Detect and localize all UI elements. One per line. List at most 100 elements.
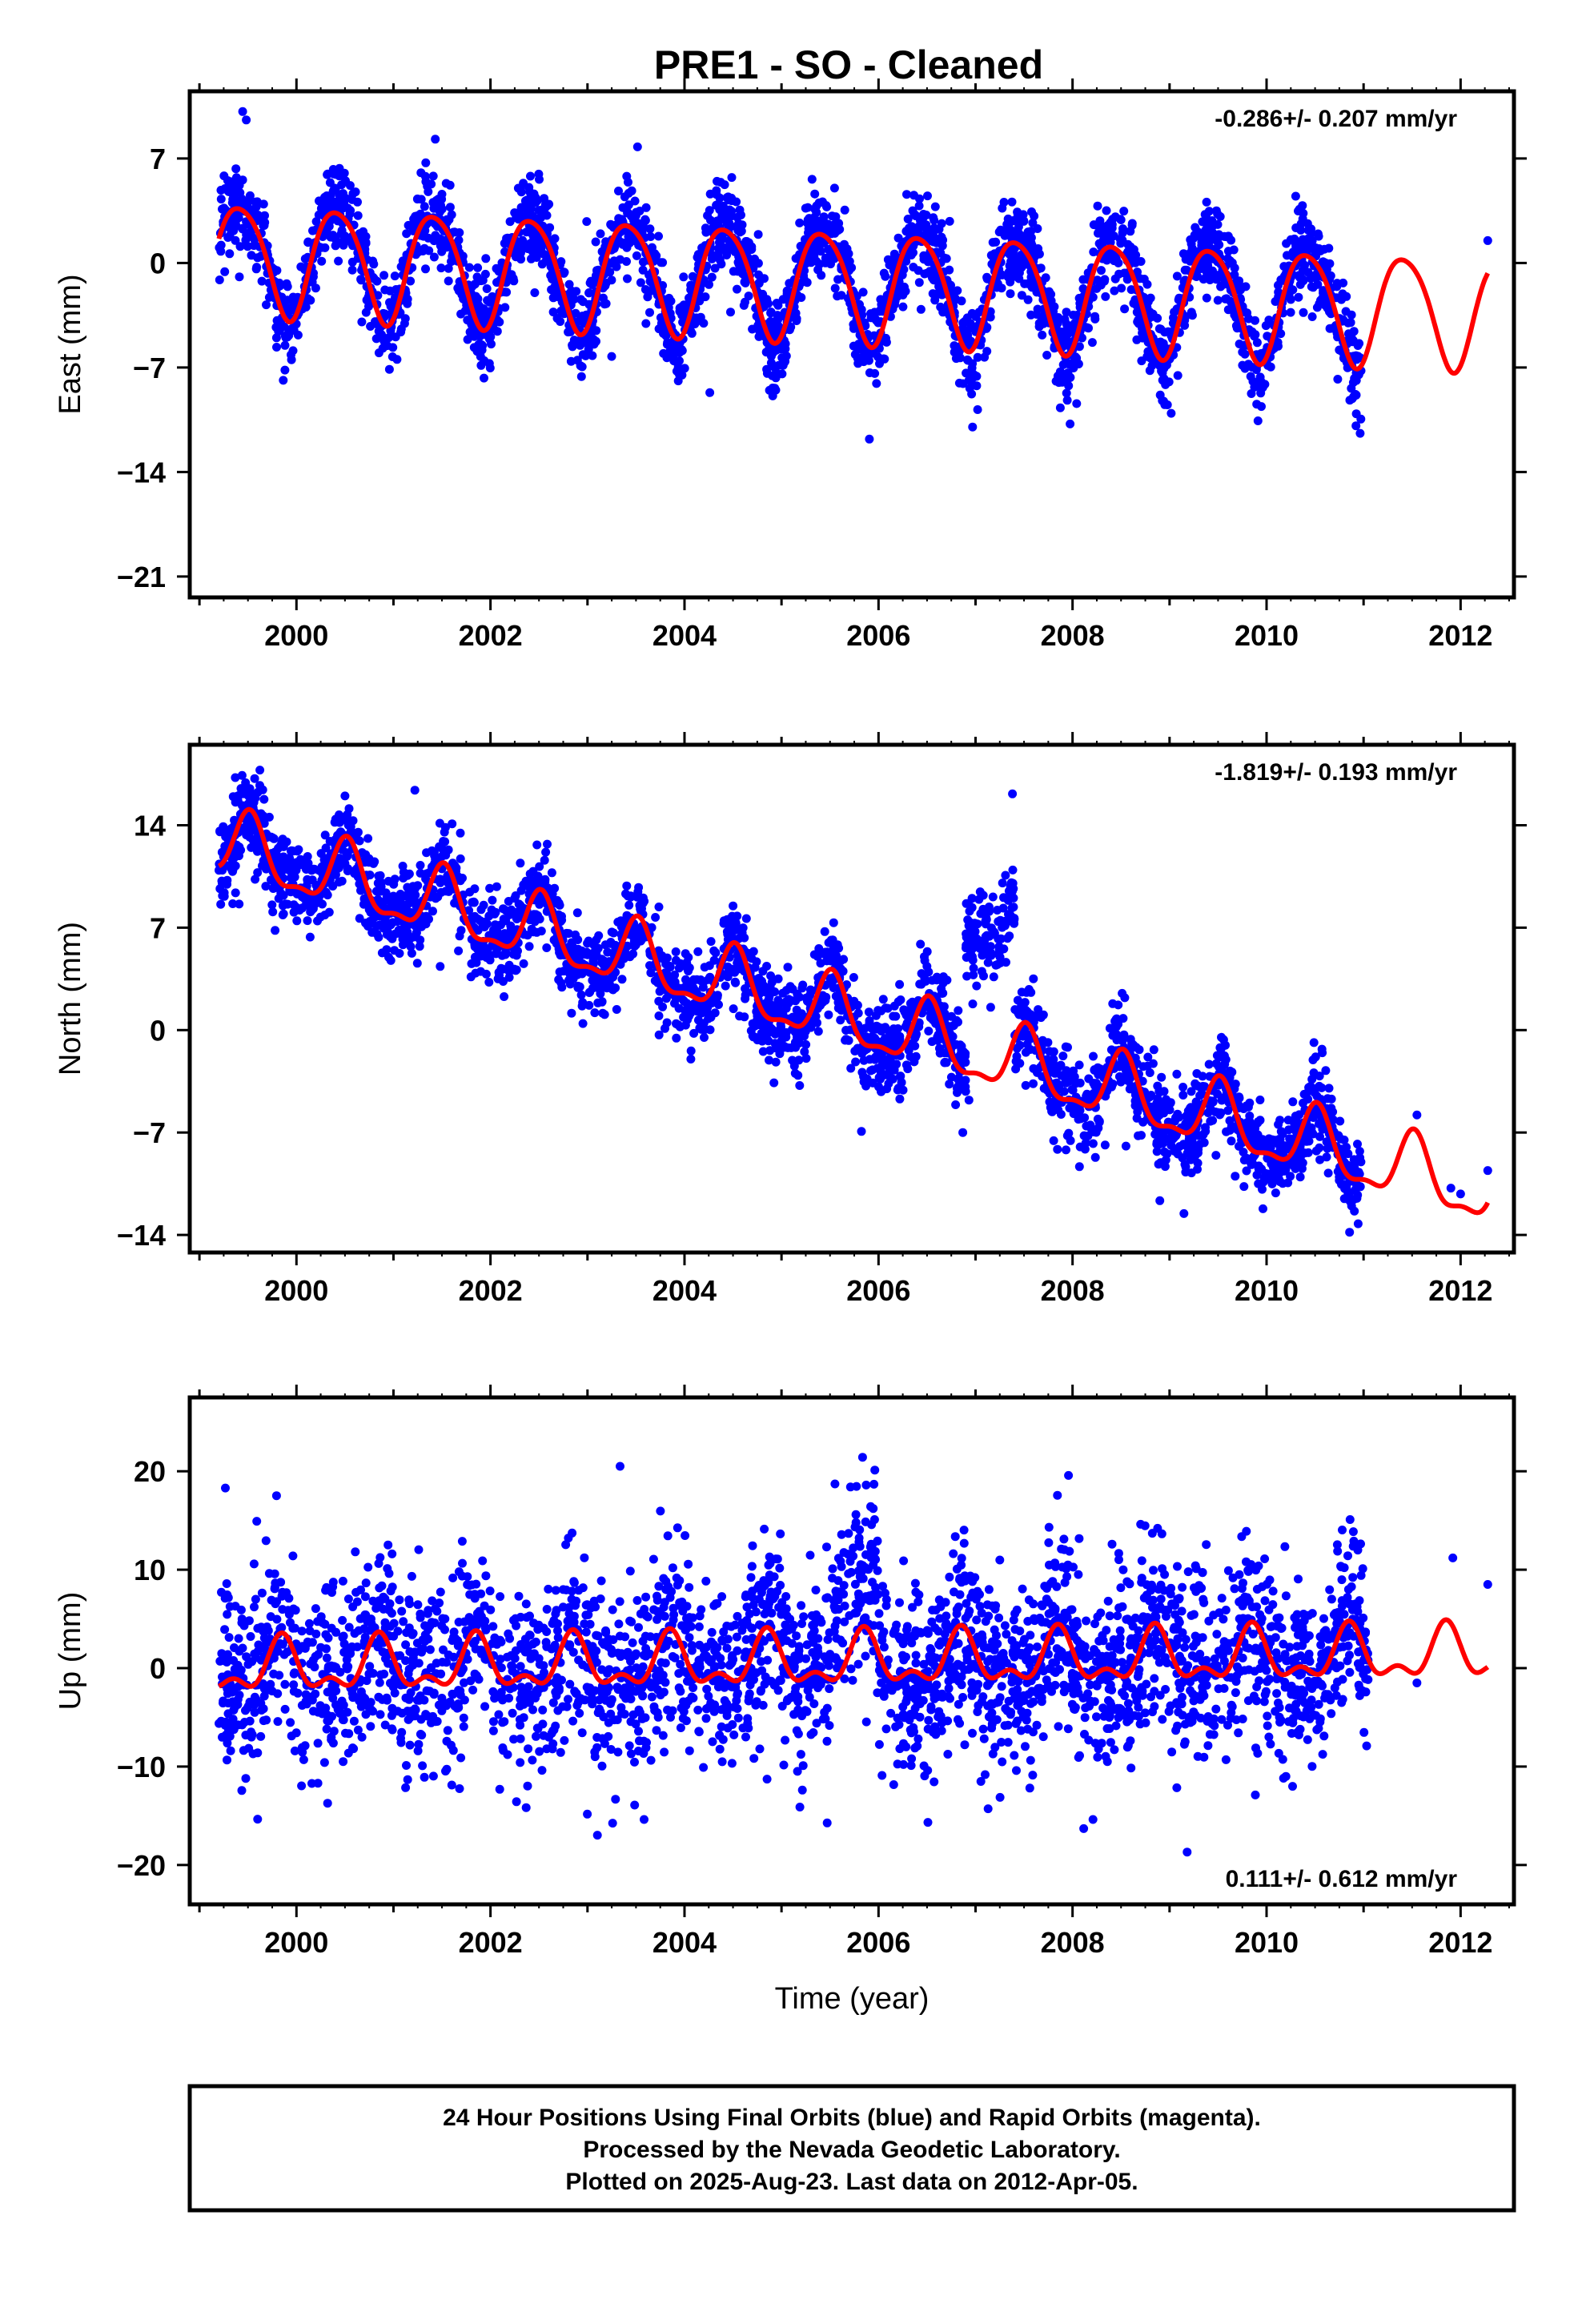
data-point <box>766 308 776 318</box>
data-point <box>1013 995 1022 1005</box>
data-point <box>923 191 932 201</box>
data-point <box>1117 283 1126 293</box>
data-point <box>1104 254 1114 263</box>
data-point <box>1017 987 1026 997</box>
data-point <box>870 308 879 317</box>
data-point <box>436 236 445 246</box>
data-point <box>618 203 628 212</box>
data-point <box>934 282 944 292</box>
data-point <box>1026 310 1036 320</box>
data-point <box>1263 332 1272 341</box>
data-point <box>371 317 379 327</box>
data-point <box>807 175 817 184</box>
data-point <box>1088 1139 1098 1148</box>
data-point <box>257 276 267 286</box>
data-point <box>676 368 685 378</box>
data-point <box>614 187 623 195</box>
data-point <box>1186 256 1195 266</box>
data-point <box>1157 366 1166 376</box>
data-point <box>1202 225 1211 235</box>
data-point <box>1353 1140 1362 1149</box>
data-point <box>1324 1084 1334 1093</box>
data-point <box>768 326 777 336</box>
data-point <box>1223 247 1233 256</box>
data-point <box>437 190 447 199</box>
data-point <box>1327 324 1337 333</box>
data-point <box>428 198 438 207</box>
data-point <box>318 899 327 909</box>
data-point <box>609 256 619 266</box>
data-point <box>729 1004 738 1014</box>
data-point <box>889 1001 899 1011</box>
data-point <box>872 379 881 388</box>
data-point <box>283 899 292 909</box>
data-point <box>753 230 763 239</box>
data-point <box>679 272 689 282</box>
data-point <box>879 268 889 278</box>
data-point <box>803 215 813 225</box>
data-point <box>902 190 911 199</box>
data-point <box>1303 226 1313 235</box>
data-point <box>524 183 534 192</box>
data-point <box>347 195 357 204</box>
data-point <box>896 995 905 1004</box>
data-point <box>267 875 275 885</box>
data-point <box>238 175 247 185</box>
data-point <box>421 158 431 167</box>
data-point <box>1074 1060 1084 1070</box>
data-point <box>1202 197 1211 207</box>
data-point <box>774 360 784 370</box>
data-point <box>812 201 821 211</box>
data-point <box>1119 268 1129 278</box>
data-point <box>896 1072 905 1081</box>
data-point <box>1003 229 1013 239</box>
data-point <box>331 214 340 223</box>
y-tick-label: −21 <box>117 561 166 593</box>
data-point <box>356 275 366 284</box>
data-point <box>482 284 492 293</box>
data-point <box>456 828 465 838</box>
data-point <box>713 216 722 226</box>
data-point <box>288 346 298 356</box>
data-point <box>1157 1072 1166 1082</box>
data-point <box>592 326 601 336</box>
data-point <box>1227 1136 1236 1146</box>
data-point <box>251 264 261 274</box>
data-point <box>476 352 485 361</box>
data-point <box>406 276 416 286</box>
data-point <box>1321 1066 1331 1076</box>
data-point <box>1093 1114 1102 1124</box>
data-point <box>968 422 978 432</box>
data-point <box>945 1080 954 1089</box>
data-point <box>215 275 224 284</box>
data-point <box>1020 279 1030 288</box>
data-point <box>533 195 542 205</box>
data-point <box>905 223 913 233</box>
data-point <box>340 235 349 245</box>
data-point <box>1214 232 1223 242</box>
data-point <box>421 177 431 187</box>
plot-frame <box>187 89 1516 600</box>
data-point <box>1103 221 1112 231</box>
data-point <box>954 378 964 388</box>
data-point <box>275 281 284 291</box>
data-point <box>410 786 420 795</box>
data-point <box>783 963 793 972</box>
data-point <box>444 276 453 286</box>
east-panel: 2000 2002 2004 2006 2008 2010 201270−7−14−21Ea… <box>54 78 1527 652</box>
data-point <box>1116 239 1126 248</box>
data-point <box>929 275 938 285</box>
data-point <box>1119 207 1129 216</box>
data-point <box>279 909 288 919</box>
data-point <box>322 193 331 202</box>
data-point <box>988 238 998 247</box>
data-point <box>840 205 849 215</box>
data-point <box>1351 421 1361 431</box>
data-point <box>930 202 940 211</box>
data-point <box>858 287 868 297</box>
data-point <box>535 175 544 184</box>
data-point <box>665 293 674 303</box>
data-point <box>1166 408 1176 418</box>
data-point <box>1247 389 1256 398</box>
data-point <box>795 218 805 227</box>
